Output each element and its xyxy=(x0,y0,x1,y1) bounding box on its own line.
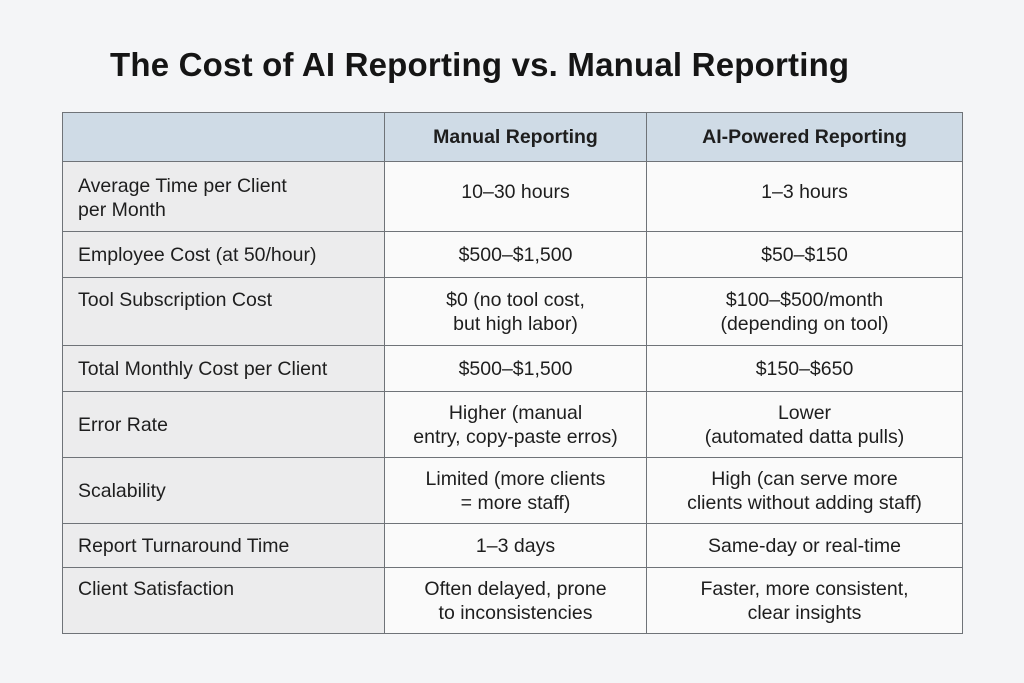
manual-value: 10–30 hours xyxy=(384,161,647,232)
header-ai-powered-reporting: AI-Powered Reporting xyxy=(646,112,963,162)
manual-value: $500–$1,500 xyxy=(384,231,647,278)
ai-value-text: High (can serve more clients without add… xyxy=(687,467,922,514)
manual-value-text: Often delayed, prone to inconsistencies xyxy=(424,577,607,624)
ai-value-text: Lower (automated datta pulls) xyxy=(704,401,905,448)
ai-value: $150–$650 xyxy=(646,345,963,392)
page-title: The Cost of AI Reporting vs. Manual Repo… xyxy=(110,46,850,83)
ai-value: Lower (automated datta pulls) xyxy=(646,391,963,458)
header-manual-reporting: Manual Reporting xyxy=(384,112,647,162)
ai-value: $100–$500/month (depending on tool) xyxy=(646,277,963,346)
table-header-row: Manual Reporting AI-Powered Reporting xyxy=(62,112,963,162)
manual-value: 1–3 days xyxy=(384,523,647,568)
table-row: Scalability Limited (more clients = more… xyxy=(62,457,963,524)
row-label: Employee Cost (at 50/hour) xyxy=(62,231,385,278)
row-label-text: Scalability xyxy=(78,479,166,502)
row-label-text: Employee Cost (at 50/hour) xyxy=(78,243,317,266)
ai-value: Same-day or real-time xyxy=(646,523,963,568)
ai-value-text: Same-day or real-time xyxy=(708,534,901,557)
row-label: Report Turnaround Time xyxy=(62,523,385,568)
table-row: Average Time per Client per Month 10–30 … xyxy=(62,161,963,232)
ai-value-text: $100–$500/month (depending on tool) xyxy=(720,288,889,335)
manual-value-text: 10–30 hours xyxy=(461,181,570,203)
table-row: Tool Subscription Cost $0 (no tool cost,… xyxy=(62,277,963,346)
table-row: Total Monthly Cost per Client $500–$1,50… xyxy=(62,345,963,392)
row-label-text: Report Turnaround Time xyxy=(78,534,290,557)
row-label: Tool Subscription Cost xyxy=(62,277,385,346)
manual-value-text: 1–3 days xyxy=(475,534,556,557)
manual-value: Limited (more clients = more staff) xyxy=(384,457,647,524)
table-row: Employee Cost (at 50/hour) $500–$1,500 $… xyxy=(62,231,963,278)
ai-value-text: $150–$650 xyxy=(755,357,854,380)
row-label-text: Total Monthly Cost per Client xyxy=(78,357,328,380)
row-label: Error Rate xyxy=(62,391,385,458)
ai-value: Faster, more consistent, clear insights xyxy=(646,567,963,634)
header-corner-cell xyxy=(62,112,385,162)
manual-value-text: Limited (more clients = more staff) xyxy=(425,467,606,514)
row-label: Average Time per Client per Month xyxy=(62,161,385,232)
row-label-text: Tool Subscription Cost xyxy=(78,289,273,311)
manual-value-text: $500–$1,500 xyxy=(458,357,573,380)
ai-value: 1–3 hours xyxy=(646,161,963,232)
manual-value-text: $0 (no tool cost, but high labor) xyxy=(446,288,585,335)
ai-value-text: Faster, more consistent, clear insights xyxy=(700,577,909,624)
ai-value: $50–$150 xyxy=(646,231,963,278)
row-label-text: Client Satisfaction xyxy=(78,578,235,600)
row-label: Scalability xyxy=(62,457,385,524)
manual-value-text: $500–$1,500 xyxy=(458,243,573,266)
row-label-text: Average Time per Client per Month xyxy=(78,174,287,221)
ai-value: High (can serve more clients without add… xyxy=(646,457,963,524)
comparison-table: Manual Reporting AI-Powered Reporting Av… xyxy=(62,112,963,634)
manual-value: Often delayed, prone to inconsistencies xyxy=(384,567,647,634)
row-label-text: Error Rate xyxy=(78,413,168,436)
manual-value-text: Higher (manual entry, copy-paste erros) xyxy=(413,401,618,448)
row-label: Client Satisfaction xyxy=(62,567,385,634)
ai-value-text: 1–3 hours xyxy=(761,181,848,203)
manual-value: Higher (manual entry, copy-paste erros) xyxy=(384,391,647,458)
table-row: Report Turnaround Time 1–3 days Same-day… xyxy=(62,523,963,568)
manual-value: $0 (no tool cost, but high labor) xyxy=(384,277,647,346)
table-row: Error Rate Higher (manual entry, copy-pa… xyxy=(62,391,963,458)
row-label: Total Monthly Cost per Client xyxy=(62,345,385,392)
ai-value-text: $50–$150 xyxy=(761,243,848,266)
table-row: Client Satisfaction Often delayed, prone… xyxy=(62,567,963,634)
manual-value: $500–$1,500 xyxy=(384,345,647,392)
